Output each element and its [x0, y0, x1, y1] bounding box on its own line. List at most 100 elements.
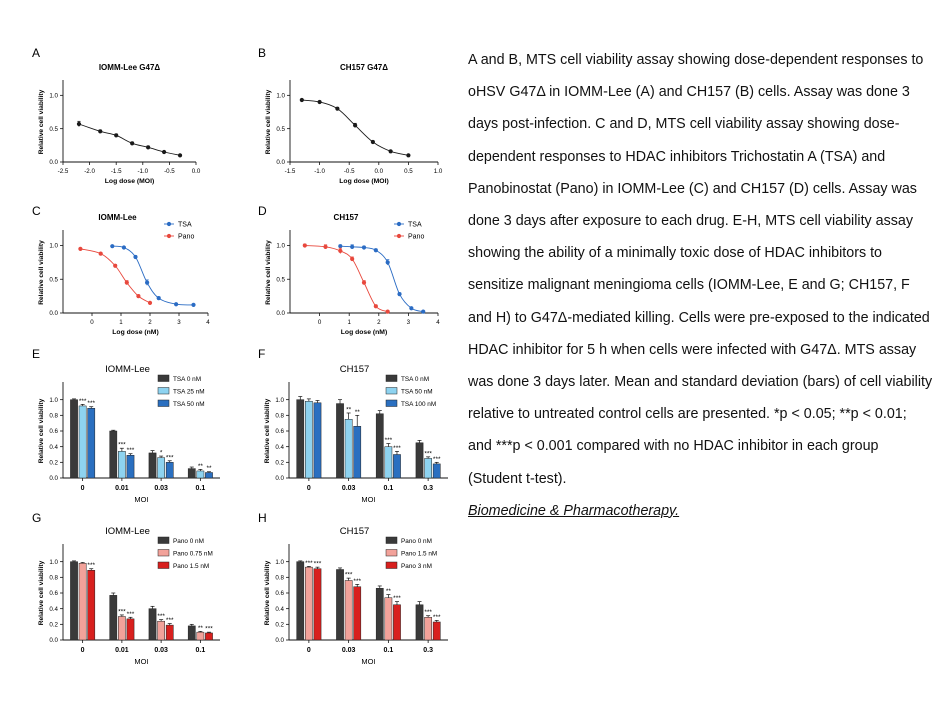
data-point: [98, 251, 103, 256]
x-axis-label: MOI: [361, 657, 375, 666]
significance-label: ***: [118, 608, 126, 615]
significance-label: ***: [433, 456, 441, 463]
y-tick-label: 0.2: [49, 460, 58, 467]
significance-label: ***: [127, 447, 135, 454]
panel-e: E 0.0 0.2 0.4 0.6 0.8 1.0 Relative cell viabili…: [32, 347, 220, 504]
x-tick-label: 0.1: [384, 647, 394, 654]
bar: [353, 426, 362, 479]
y-tick-label: 1.0: [276, 93, 285, 100]
legend-label: TSA 0 nM: [173, 376, 201, 383]
data-point: [361, 280, 367, 285]
x-tick-label: 0: [318, 319, 322, 326]
data-point: [302, 243, 307, 248]
bar: [344, 580, 353, 641]
x-tick-label: -0.5: [164, 168, 175, 175]
bar: [415, 442, 424, 479]
y-tick-label: 1.0: [275, 397, 284, 404]
legend-label: TSA 100 nM: [401, 401, 436, 408]
bar: [415, 604, 424, 641]
x-tick-label: 3: [177, 319, 181, 326]
x-tick-label: 0.0: [192, 168, 201, 175]
bar: [78, 405, 87, 479]
figure-panels: A 0.0 0.5 1.0 Relative cell viability -2.5 -2.…: [32, 46, 448, 666]
bar: [336, 569, 344, 641]
y-axis-label: Relative cell viability: [264, 398, 271, 463]
legend-label: TSA: [408, 222, 422, 229]
significance-label: **: [198, 463, 204, 470]
bar: [157, 620, 165, 641]
data-point: [409, 306, 414, 311]
x-tick-label: 1.0: [434, 168, 443, 175]
x-tick-label: -1.0: [137, 168, 148, 175]
y-tick-label: 0.5: [276, 126, 285, 133]
x-tick-label: 1: [119, 319, 123, 326]
bar: [109, 430, 118, 479]
data-point: [76, 121, 82, 127]
y-tick-label: 0.8: [275, 413, 284, 420]
y-tick-label: 0.0: [275, 637, 284, 644]
significance-label: ***: [424, 450, 432, 457]
data-point: [145, 280, 150, 285]
bar: [126, 455, 135, 479]
legend-swatch: [385, 387, 398, 395]
significance-label: ***: [305, 560, 313, 567]
bar: [305, 400, 313, 479]
x-tick-label: 0.01: [115, 647, 129, 654]
chart-title: CH157: [334, 213, 359, 222]
x-tick-label: -2.5: [58, 168, 69, 175]
legend-swatch: [157, 387, 170, 395]
x-tick-label: 0.1: [384, 485, 394, 492]
bar: [196, 631, 205, 641]
y-tick-label: 0.0: [276, 159, 285, 166]
bar: [70, 399, 78, 479]
data-point: [161, 149, 167, 155]
legend-marker: [396, 221, 402, 227]
panel-label: G: [32, 511, 41, 525]
y-axis-label: Relative cell viability: [38, 240, 45, 305]
data-point: [338, 244, 343, 249]
y-tick-label: 0.0: [276, 310, 285, 317]
significance-label: ***: [393, 595, 401, 602]
bar: [296, 399, 305, 479]
y-axis-label: Relative cell viability: [264, 560, 271, 625]
bar: [196, 470, 205, 479]
bar: [424, 617, 432, 641]
data-point: [385, 260, 390, 265]
data-point: [146, 145, 151, 150]
y-axis-label: Relative cell viability: [265, 240, 272, 305]
legend-label: TSA 0 nM: [401, 376, 429, 383]
bar: [205, 472, 213, 479]
x-axis-label: MOI: [361, 495, 375, 504]
bar: [432, 463, 441, 479]
bar: [393, 604, 401, 641]
caption-text: A and B, MTS cell viability assay showin…: [468, 52, 933, 487]
x-tick-label: 2: [377, 319, 381, 326]
bar: [313, 568, 322, 641]
bar: [353, 586, 362, 641]
significance-label: ***: [166, 454, 174, 461]
x-tick-label: -1.5: [111, 168, 122, 175]
significance-label: **: [386, 588, 392, 595]
y-axis-label: Relative cell viability: [265, 89, 272, 154]
legend-label: TSA 50 nM: [173, 401, 205, 408]
caption-source-link[interactable]: Biomedicine & Pharmacotherapy.: [468, 502, 680, 519]
y-axis-label: Relative cell viability: [38, 398, 45, 463]
bar: [87, 570, 96, 641]
legend-label: Pano: [408, 234, 424, 241]
x-axis-label: Log dose (MOI): [339, 178, 388, 185]
legend-label: Pano 3 nM: [401, 563, 432, 570]
legend-label: Pano 1.5 nM: [173, 563, 209, 570]
significance-label: ***: [314, 561, 322, 568]
bar: [205, 632, 213, 641]
data-point: [156, 296, 161, 301]
significance-label: **: [198, 625, 204, 632]
x-tick-label: 0: [307, 647, 311, 654]
bar: [393, 454, 401, 479]
y-tick-label: 0.5: [49, 126, 58, 133]
x-tick-label: 4: [206, 319, 210, 326]
legend-marker: [166, 233, 172, 239]
data-point: [110, 244, 115, 249]
bar: [344, 419, 353, 479]
y-tick-label: 0.4: [49, 444, 58, 451]
bar: [384, 446, 393, 479]
